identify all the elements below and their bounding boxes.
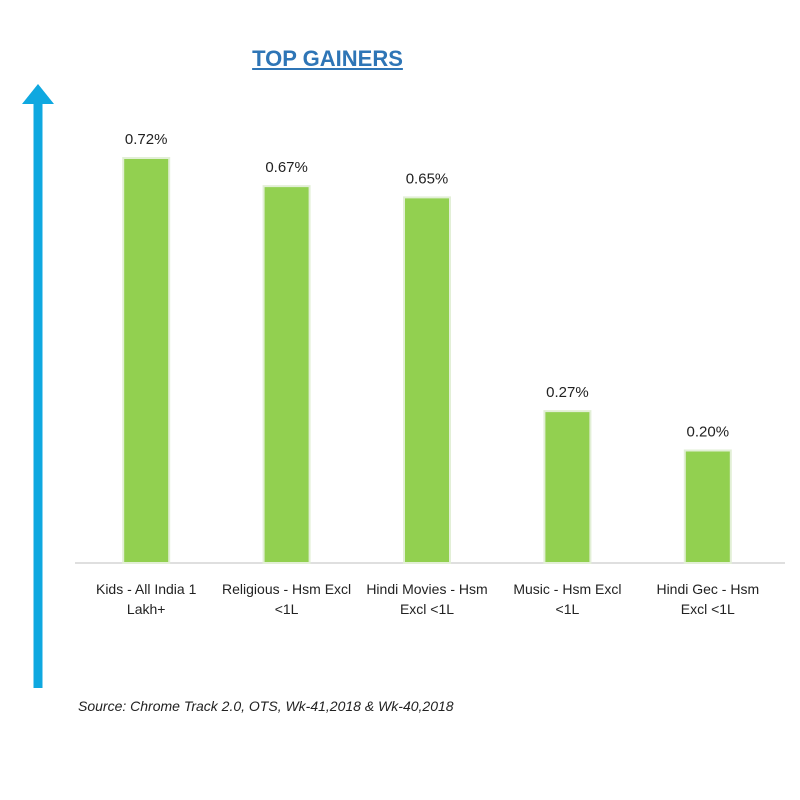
- x-tick-label: Religious - Hsm Excl <1L: [222, 581, 352, 617]
- bar: [403, 196, 451, 564]
- chart-title: TOP GAINERS: [252, 46, 403, 71]
- bar: [543, 410, 592, 564]
- value-label: 0.65%: [406, 170, 449, 187]
- source-note: Source: Chrome Track 2.0, OTS, Wk-41,201…: [78, 698, 454, 714]
- bar: [262, 185, 311, 564]
- bar: [122, 157, 171, 564]
- x-tick-label: Kids - All India 1 Lakh+: [95, 581, 197, 617]
- value-label: 0.27%: [546, 384, 589, 401]
- x-tick-label: Hindi Gec - Hsm Excl <1L: [656, 581, 760, 617]
- value-label: 0.72%: [125, 131, 168, 148]
- x-tick-label: Hindi Movies - Hsm Excl <1L: [366, 581, 488, 617]
- value-label: 0.67%: [265, 159, 308, 176]
- x-tick-label: Music - Hsm Excl <1L: [513, 581, 622, 617]
- value-label: 0.20%: [687, 424, 730, 441]
- bar: [683, 449, 732, 564]
- arrow-head: [22, 84, 54, 104]
